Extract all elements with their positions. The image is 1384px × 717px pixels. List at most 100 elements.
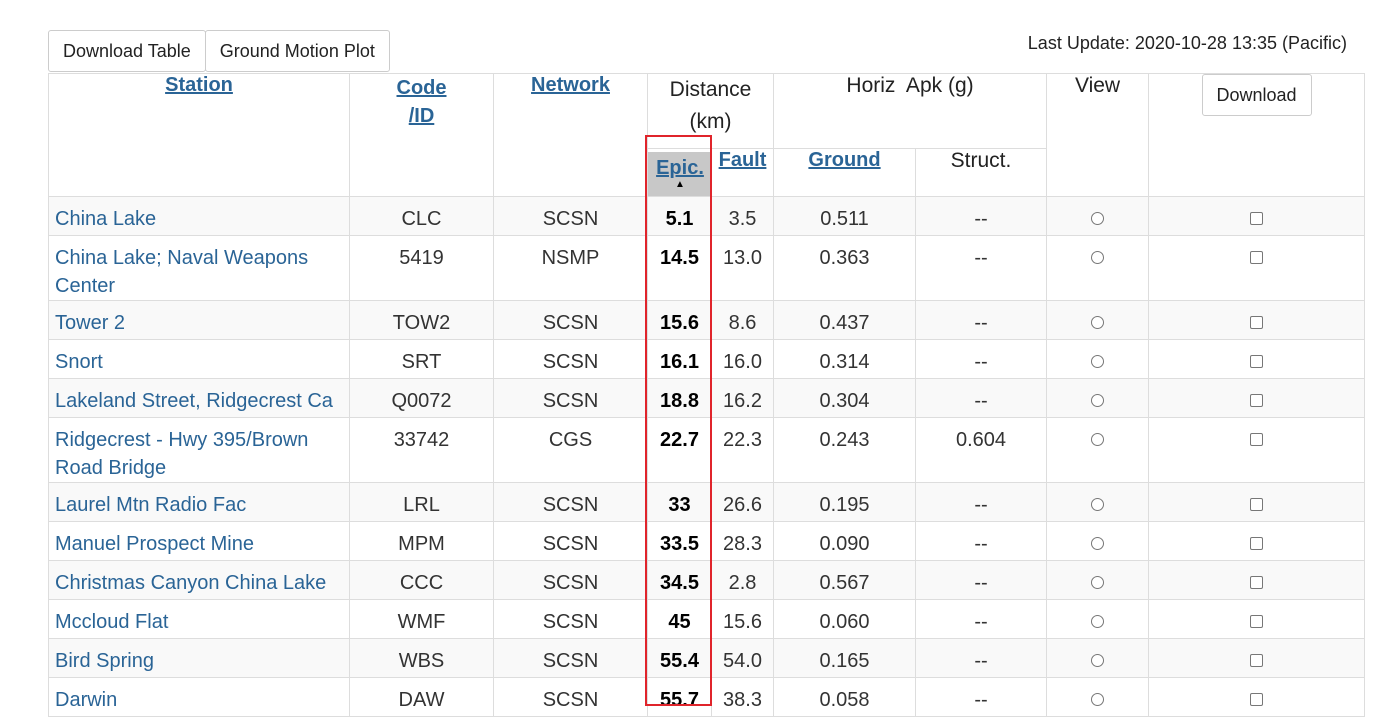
station-code: TOW2 [349, 300, 494, 340]
download-checkbox[interactable] [1250, 355, 1264, 368]
download-checkbox[interactable] [1250, 316, 1264, 329]
view-radio[interactable] [1091, 498, 1105, 511]
table-body: China Lake CLC SCSN 5.1 3.5 0.511 -- China Lake… [48, 196, 1366, 717]
station-link[interactable]: China Lake [48, 196, 350, 236]
ground-motion-plot-button[interactable]: Ground Motion Plot [204, 30, 390, 72]
network: SCSN [493, 599, 648, 639]
struct-apk: -- [915, 521, 1048, 561]
ground-apk: 0.314 [773, 339, 917, 379]
station-link[interactable]: Mccloud Flat [48, 599, 350, 639]
station-code: Q0072 [349, 378, 494, 418]
download-checkbox[interactable] [1250, 537, 1264, 550]
view-cell [1046, 521, 1150, 561]
fault-distance: 15.6 [710, 599, 775, 639]
header-fault: Fault [710, 148, 775, 197]
view-radio[interactable] [1091, 316, 1105, 329]
last-update: Last Update: 2020-10-28 13:35 (Pacific) [1027, 33, 1347, 53]
station-link[interactable]: Bird Spring [48, 638, 350, 678]
view-cell [1046, 417, 1150, 483]
horiz-apk-label: Horiz Apk (g) [846, 74, 974, 97]
fault-distance: 16.2 [710, 378, 775, 418]
view-radio[interactable] [1091, 576, 1105, 589]
download-table-button[interactable]: Download Table [48, 30, 206, 72]
struct-apk: -- [915, 638, 1048, 678]
struct-apk: -- [915, 560, 1048, 600]
ground-apk: 0.437 [773, 300, 917, 340]
download-checkbox[interactable] [1250, 433, 1264, 446]
ground-apk: 0.511 [773, 196, 917, 236]
ground-apk: 0.165 [773, 638, 917, 678]
download-checkbox[interactable] [1250, 394, 1264, 407]
fault-distance: 2.8 [710, 560, 775, 600]
network: SCSN [493, 482, 648, 522]
struct-apk: 0.604 [915, 417, 1048, 483]
download-checkbox[interactable] [1250, 693, 1264, 706]
table-row: Darwin DAW SCSN 55.7 38.3 0.058 -- [48, 677, 1366, 717]
download-checkbox[interactable] [1250, 615, 1264, 628]
view-radio[interactable] [1091, 212, 1105, 225]
download-checkbox[interactable] [1250, 576, 1264, 589]
epic-distance: 55.7 [647, 677, 712, 717]
ground-apk: 0.363 [773, 235, 917, 301]
ground-apk: 0.567 [773, 560, 917, 600]
download-checkbox[interactable] [1250, 654, 1264, 667]
network: SCSN [493, 300, 648, 340]
fault-distance: 28.3 [710, 521, 775, 561]
epic-sort-active[interactable]: Epic. ▲ [648, 152, 712, 196]
download-cell [1148, 196, 1366, 236]
station-link[interactable]: Manuel Prospect Mine [48, 521, 350, 561]
download-selected-button[interactable]: Download [1201, 74, 1312, 116]
station-code: MPM [349, 521, 494, 561]
header-download: Download [1148, 73, 1366, 197]
download-checkbox[interactable] [1250, 212, 1264, 225]
sort-code-link[interactable]: Code /ID [397, 77, 447, 127]
download-cell [1148, 482, 1366, 522]
station-code: DAW [349, 677, 494, 717]
network: SCSN [493, 677, 648, 717]
sort-network-link[interactable]: Network [531, 74, 610, 96]
network: SCSN [493, 560, 648, 600]
view-radio[interactable] [1091, 394, 1105, 407]
epic-distance: 45 [647, 599, 712, 639]
station-link[interactable]: Ridgecrest - Hwy 395/Brown Road Bridge [48, 417, 350, 483]
ground-apk: 0.058 [773, 677, 917, 717]
sort-station-link[interactable]: Station [165, 74, 233, 96]
ground-apk: 0.090 [773, 521, 917, 561]
view-radio[interactable] [1091, 537, 1105, 550]
download-cell [1148, 638, 1366, 678]
view-radio[interactable] [1091, 251, 1105, 264]
epic-distance: 16.1 [647, 339, 712, 379]
sort-epic-link[interactable]: Epic. [656, 157, 704, 179]
station-link[interactable]: Lakeland Street, Ridgecrest Ca [48, 378, 350, 418]
download-cell [1148, 339, 1366, 379]
station-link[interactable]: Christmas Canyon China Lake [48, 560, 350, 600]
station-code: LRL [349, 482, 494, 522]
station-link[interactable]: Tower 2 [48, 300, 350, 340]
network: CGS [493, 417, 648, 483]
view-radio[interactable] [1091, 693, 1105, 706]
view-radio[interactable] [1091, 433, 1105, 446]
fault-distance: 13.0 [710, 235, 775, 301]
download-checkbox[interactable] [1250, 251, 1264, 264]
table-row: Ridgecrest - Hwy 395/Brown Road Bridge 33… [48, 417, 1366, 483]
ground-apk: 0.195 [773, 482, 917, 522]
struct-apk: -- [915, 235, 1048, 301]
station-link[interactable]: Laurel Mtn Radio Fac [48, 482, 350, 522]
station-link[interactable]: Snort [48, 339, 350, 379]
struct-apk: -- [915, 196, 1048, 236]
sort-fault-link[interactable]: Fault [718, 149, 767, 171]
view-radio[interactable] [1091, 654, 1105, 667]
station-code: SRT [349, 339, 494, 379]
station-link[interactable]: Darwin [48, 677, 350, 717]
epic-distance: 34.5 [647, 560, 712, 600]
epic-distance: 55.4 [647, 638, 712, 678]
station-link[interactable]: China Lake; Naval Weapons Center [48, 235, 350, 301]
toolbar: Download Table Ground Motion Plot [48, 30, 390, 72]
download-cell [1148, 300, 1366, 340]
download-checkbox[interactable] [1250, 498, 1264, 511]
view-radio[interactable] [1091, 615, 1105, 628]
sort-ground-link[interactable]: Ground [808, 149, 881, 171]
view-cell [1046, 560, 1150, 600]
station-code: 5419 [349, 235, 494, 301]
view-radio[interactable] [1091, 355, 1105, 368]
